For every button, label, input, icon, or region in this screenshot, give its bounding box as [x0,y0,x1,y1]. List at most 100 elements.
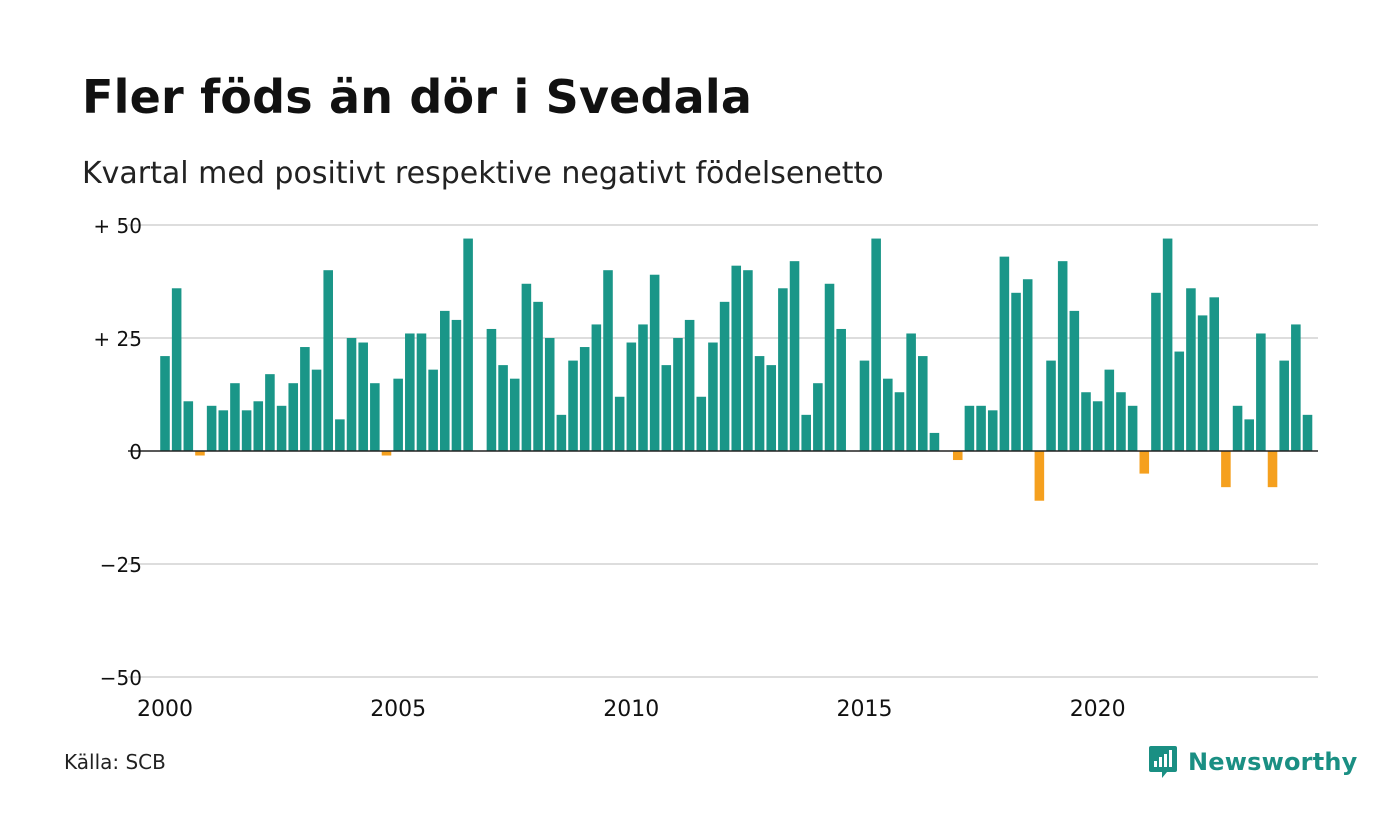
bar [1162,238,1173,451]
brand-name: Newsworthy [1188,748,1358,776]
bar [614,396,625,451]
grid-lines [128,224,1318,678]
bar [766,365,777,451]
bar [1057,261,1068,451]
source-note: Källa: SCB [64,750,166,774]
x-tick-label: 2010 [603,697,659,720]
bar [1291,324,1301,451]
y-tick-label: −50 [100,666,142,690]
bar [1232,405,1243,451]
bar [521,283,532,451]
bar-chart: + 50 + 25 0 −25 −50 2000 2005 2010 2015 2020 [93,214,1318,720]
x-tick-label: 2015 [837,697,893,720]
bar [265,374,275,451]
bar [859,360,870,451]
x-tick-label: 2000 [137,697,193,720]
bar [1267,451,1278,488]
bar [300,347,310,451]
bar [1034,451,1045,501]
bar [1209,297,1220,451]
bar [929,432,940,451]
bar [171,288,182,451]
bar [801,414,811,451]
bar [719,301,730,451]
bar [964,405,975,451]
bar [684,319,695,451]
bar [276,405,287,451]
bar [824,283,835,451]
bar [754,356,765,451]
bar [428,369,438,451]
bar [661,365,672,451]
bar [952,451,963,461]
chart-title: Fler föds än dör i Svedala [82,70,753,124]
y-axis-labels: + 50 + 25 0 −25 −50 [93,214,142,690]
bar [556,414,567,451]
bar [976,405,986,451]
y-tick-label: + 50 [93,214,142,238]
bar [673,338,683,451]
bar [731,265,742,451]
bar [1244,419,1254,451]
bar [183,401,194,451]
bar [218,410,229,451]
bar [1116,392,1126,451]
bar [1127,405,1138,451]
bar [871,238,881,451]
bar [1256,333,1266,451]
bar [486,328,497,451]
bar [649,274,660,451]
chart-subtitle: Kvartal med positivt respektive negativt… [82,156,884,191]
bar [894,392,905,451]
bar [533,301,543,451]
bar [568,360,578,451]
newsworthy-logo-icon [1149,746,1177,778]
bar [381,451,392,456]
bar [509,378,520,451]
bar [1104,369,1115,451]
bar [789,261,800,451]
bar [626,342,637,451]
x-tick-label: 2005 [370,697,426,720]
bar [1139,451,1150,474]
bar [463,238,473,451]
bar [160,356,170,451]
y-tick-label: + 25 [93,327,142,351]
bar [1279,360,1289,451]
bar [323,270,333,451]
bar [918,356,928,451]
bar [778,288,788,451]
bar [206,405,217,451]
bar [1302,414,1313,451]
bar [1186,288,1196,451]
bar [335,419,345,451]
bar [638,324,648,451]
bar [883,378,893,451]
bar [579,347,590,451]
bar [743,270,753,451]
bar [1197,315,1208,451]
bars [160,238,1313,501]
bar [1046,360,1056,451]
bar [1092,401,1103,451]
bar [1069,310,1080,451]
y-tick-label: 0 [129,440,142,464]
bar [1151,292,1161,451]
bar [230,383,240,451]
bar [416,333,427,451]
x-tick-label: 2020 [1070,697,1126,720]
y-tick-label: −25 [100,553,142,577]
bar [311,369,322,451]
bar [241,410,252,451]
bar [603,270,613,451]
bar [813,383,823,451]
bar [405,333,415,451]
bar [696,396,707,451]
bar [1022,279,1033,451]
brand-logo[interactable]: Newsworthy [1148,744,1358,780]
bar [498,365,508,451]
bar [987,410,998,451]
bar [836,328,846,451]
bar [393,378,403,451]
bar [451,319,462,451]
